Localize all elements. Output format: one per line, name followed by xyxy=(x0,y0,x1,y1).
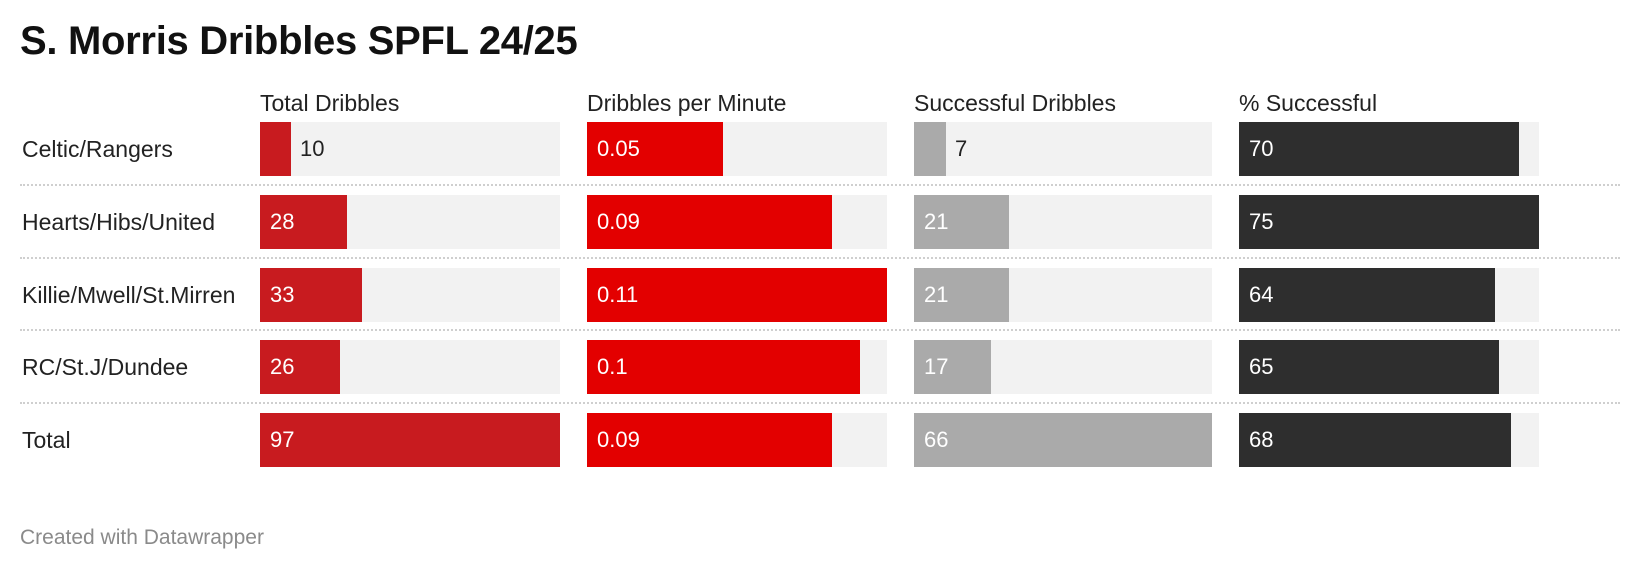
bar-value-label: 28 xyxy=(270,209,295,234)
bar-value-label: 64 xyxy=(1249,282,1274,307)
column-header-total-dribbles: Total Dribbles xyxy=(260,90,400,116)
bar-total-dribbles xyxy=(260,195,347,249)
bar-value-label: 68 xyxy=(1249,427,1274,452)
bar-value-label: 33 xyxy=(270,282,295,307)
bar-value-label: 26 xyxy=(270,354,295,379)
row-divider xyxy=(20,329,1620,331)
bar-track: 10 xyxy=(260,122,560,176)
bar-track: 28 xyxy=(260,195,560,249)
bar-track: 0.09 xyxy=(587,413,887,467)
bar-value-label: 0.09 xyxy=(597,427,640,452)
bar-value-label: 7 xyxy=(955,136,968,161)
bar-track: 0.05 xyxy=(587,122,887,176)
bar-track: 75 xyxy=(1239,195,1539,249)
row-label: Killie/Mwell/St.Mirren xyxy=(22,282,236,308)
bar-track: 66 xyxy=(914,413,1212,467)
bar-successful xyxy=(1239,268,1495,322)
row-label: Hearts/Hibs/United xyxy=(22,209,216,235)
bar-value-label: 0.05 xyxy=(597,136,640,161)
column-header-successful: % Successful xyxy=(1239,90,1378,116)
bar-track: 0.1 xyxy=(587,340,887,394)
bar-value-label: 10 xyxy=(300,136,325,161)
bar-value-label: 21 xyxy=(924,282,949,307)
row-divider xyxy=(20,257,1620,259)
bar-successful-dribbles xyxy=(914,122,946,176)
bar-successful-dribbles xyxy=(914,268,1009,322)
bar-successful-dribbles xyxy=(914,195,1009,249)
bar-dribbles-per-minute xyxy=(587,340,860,394)
bar-track: 65 xyxy=(1239,340,1539,394)
column-header-successful-dribbles: Successful Dribbles xyxy=(914,90,1116,116)
bar-value-label: 70 xyxy=(1249,136,1274,161)
bar-track: 7 xyxy=(914,122,1212,176)
bar-value-label: 0.09 xyxy=(597,209,640,234)
bar-track: 21 xyxy=(914,268,1212,322)
bar-total-dribbles xyxy=(260,268,362,322)
bar-track: 64 xyxy=(1239,268,1539,322)
row-label: Celtic/Rangers xyxy=(22,136,173,162)
bar-track: 0.09 xyxy=(587,195,887,249)
bar-dribbles-per-minute xyxy=(587,268,887,322)
bar-track: 70 xyxy=(1239,122,1539,176)
bar-track: 97 xyxy=(260,413,560,467)
bar-value-label: 75 xyxy=(1249,209,1274,234)
footer-credit: Created with Datawrapper xyxy=(20,526,264,549)
bar-successful xyxy=(1239,122,1519,176)
row-label: Total xyxy=(22,427,71,453)
bar-value-label: 0.1 xyxy=(597,354,628,379)
chart-title: S. Morris Dribbles SPFL 24/25 xyxy=(20,19,578,63)
bar-successful xyxy=(1239,413,1511,467)
row-label: RC/St.J/Dundee xyxy=(22,354,189,380)
bar-successful xyxy=(1239,340,1499,394)
column-header-dribbles-per-minute: Dribbles per Minute xyxy=(587,90,787,116)
bar-track: 68 xyxy=(1239,413,1539,467)
bar-value-label: 65 xyxy=(1249,354,1274,379)
bar-successful-dribbles xyxy=(914,413,1212,467)
bar-track: 33 xyxy=(260,268,560,322)
bar-track: 26 xyxy=(260,340,560,394)
bar-value-label: 97 xyxy=(270,427,295,452)
bar-value-label: 0.11 xyxy=(597,282,639,307)
row-divider xyxy=(20,184,1620,186)
bar-track: 0.11 xyxy=(587,268,887,322)
bar-track: 21 xyxy=(914,195,1212,249)
bar-value-label: 17 xyxy=(924,354,949,379)
bar-total-dribbles xyxy=(260,122,291,176)
bar-successful xyxy=(1239,195,1539,249)
row-divider xyxy=(20,402,1620,404)
bar-dribbles-per-minute xyxy=(587,413,832,467)
bar-total-dribbles xyxy=(260,413,560,467)
bar-total-dribbles xyxy=(260,340,340,394)
bar-value-label: 66 xyxy=(924,427,949,452)
bar-dribbles-per-minute xyxy=(587,195,832,249)
bar-dribbles-per-minute xyxy=(587,122,723,176)
bar-value-label: 21 xyxy=(924,209,949,234)
bar-successful-dribbles xyxy=(914,340,991,394)
bar-track: 17 xyxy=(914,340,1212,394)
